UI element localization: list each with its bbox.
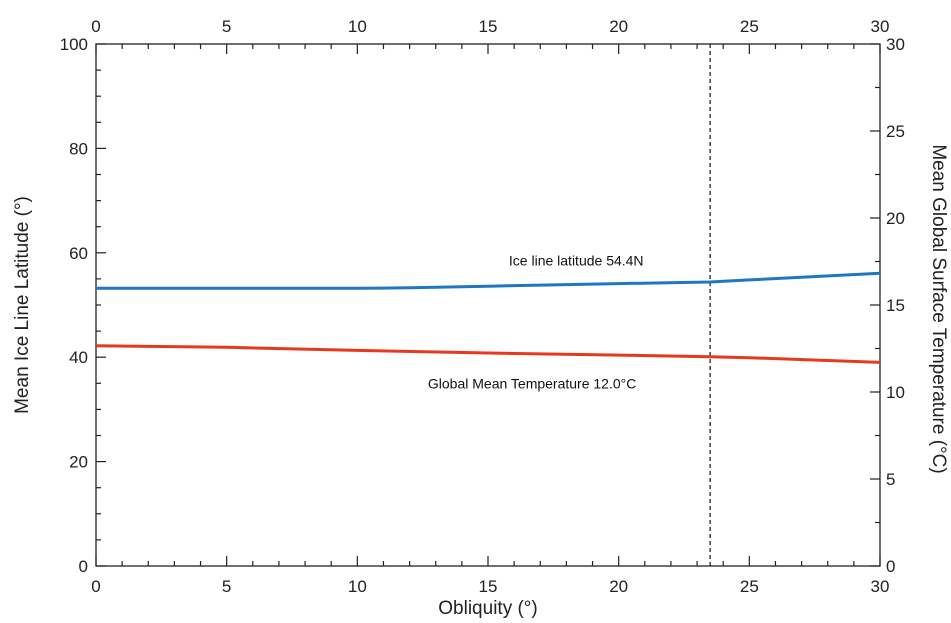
x-tick-label-top: 5 <box>222 17 231 36</box>
y-left-tick-label: 80 <box>69 139 88 158</box>
y-right-tick-label: 30 <box>886 35 905 54</box>
y-right-tick-label: 25 <box>886 122 905 141</box>
x-tick-label-top: 30 <box>871 17 890 36</box>
plot-frame <box>95 43 881 567</box>
temperature-annotation: Global Mean Temperature 12.0°C <box>428 376 636 392</box>
y-right-tick-label: 0 <box>886 557 895 576</box>
y-left-tick-label: 20 <box>69 453 88 472</box>
x-tick-label-bottom: 30 <box>871 577 890 596</box>
annotations: Ice line latitude 54.4N Global Mean Tempe… <box>428 252 644 391</box>
x-tick-label-bottom: 15 <box>479 577 498 596</box>
y-left-tick-label: 0 <box>79 557 88 576</box>
x-tick-label-bottom: 25 <box>740 577 759 596</box>
x-axis-title: Obliquity (°) <box>438 598 537 619</box>
axis-tick-labels: 0055101015152020252530300204060801000510… <box>60 17 905 596</box>
series-group <box>95 271 881 364</box>
y-left-tick-label: 100 <box>60 35 88 54</box>
x-tick-label-top: 10 <box>348 17 367 36</box>
x-tick-label-top: 15 <box>479 17 498 36</box>
x-tick-label-bottom: 5 <box>222 577 231 596</box>
x-tick-label-bottom: 20 <box>609 577 628 596</box>
y-left-tick-label: 60 <box>69 244 88 263</box>
y-left-tick-label: 40 <box>69 348 88 367</box>
y-right-tick-label: 5 <box>886 470 895 489</box>
y-right-tick-label: 10 <box>886 383 905 402</box>
y-axis-right-title: Mean Global Surface Temperature (°C) <box>928 144 949 473</box>
axis-ticks <box>95 43 881 567</box>
x-tick-label-bottom: 10 <box>348 577 367 596</box>
x-tick-label-top: 25 <box>740 17 759 36</box>
global-mean-temperature-series <box>95 344 881 364</box>
x-tick-label-bottom: 0 <box>91 577 100 596</box>
x-tick-label-top: 0 <box>91 17 100 36</box>
x-tick-label-top: 20 <box>609 17 628 36</box>
y-right-tick-label: 15 <box>886 296 905 315</box>
y-axis-left-title: Mean Ice Line Latitude (°) <box>12 196 33 414</box>
ice-line-annotation: Ice line latitude 54.4N <box>509 252 644 268</box>
ice-line-latitude-series <box>96 271 881 290</box>
y-right-tick-label: 20 <box>886 209 905 228</box>
